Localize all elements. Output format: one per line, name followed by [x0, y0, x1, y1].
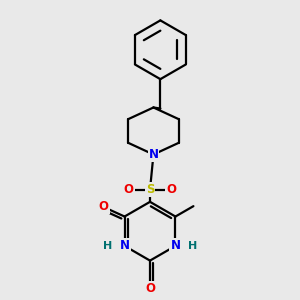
Text: H: H	[188, 241, 197, 251]
Text: O: O	[145, 282, 155, 296]
Text: H: H	[103, 241, 112, 251]
Text: O: O	[124, 183, 134, 196]
Text: N: N	[120, 239, 130, 252]
Text: O: O	[167, 183, 176, 196]
Text: N: N	[148, 148, 158, 161]
Text: N: N	[170, 239, 180, 252]
Text: S: S	[146, 183, 154, 196]
Text: O: O	[99, 200, 109, 213]
